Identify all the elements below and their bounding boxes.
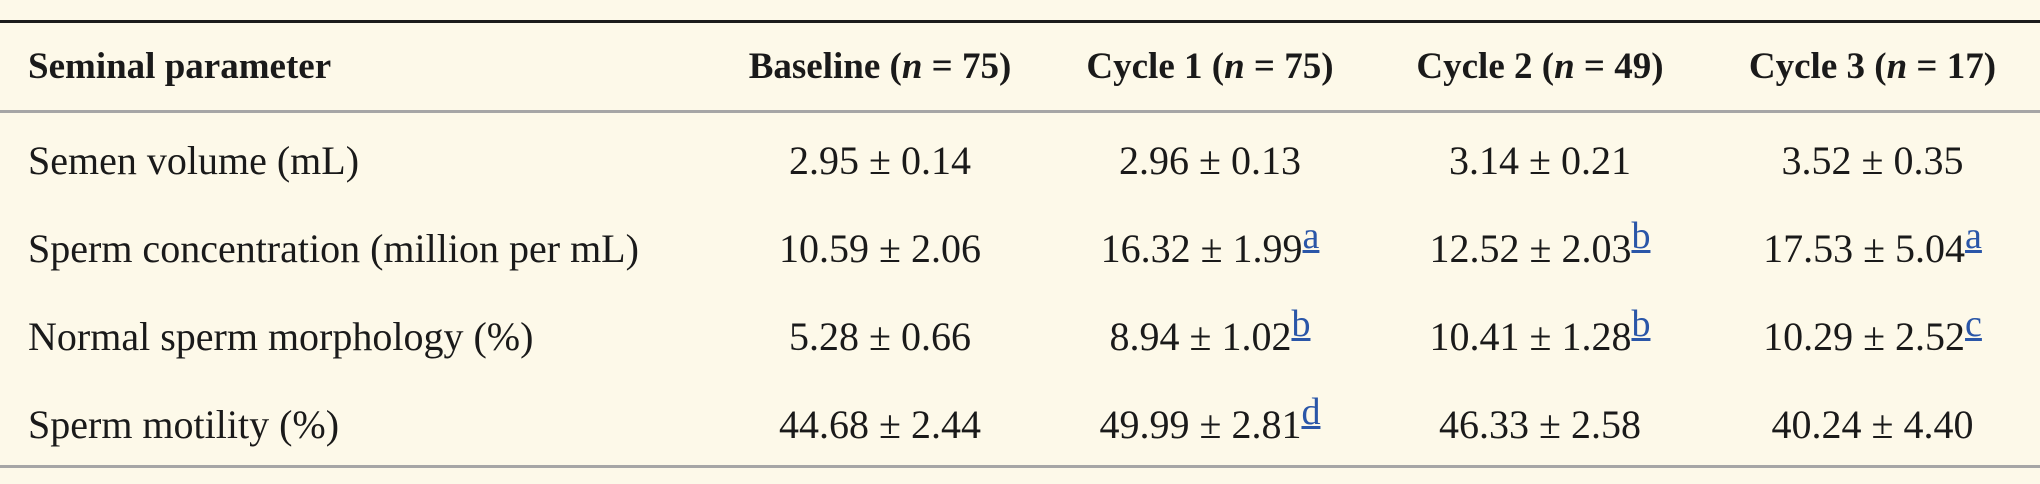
header-label: Cycle 1 <box>1086 46 1203 87</box>
table-cell: 2.96 ± 0.13 <box>1045 110 1375 204</box>
header-cycle-1: Cycle 1 (n = 75) <box>1086 46 1334 87</box>
table-cell: 44.68 ± 2.44 <box>715 380 1045 468</box>
table-cell: 46.33 ± 2.58 <box>1375 380 1705 468</box>
cell-value: 17.53 ± 5.04 <box>1763 225 1966 271</box>
cell-value: 10.29 ± 2.52 <box>1763 313 1966 359</box>
header-n-value: = 75) <box>922 46 1012 87</box>
footnote-link[interactable]: a <box>1302 214 1320 257</box>
table-cell: 3.14 ± 0.21 <box>1375 110 1705 204</box>
cell-value: 49.99 ± 2.81 <box>1099 401 1302 447</box>
table-cell: 12.52 ± 2.03b <box>1375 204 1705 292</box>
table-cell: 10.29 ± 2.52c <box>1705 292 2040 380</box>
header-n-variable: n <box>901 46 923 87</box>
header-label: Baseline <box>748 46 881 87</box>
table-header-row: Seminal parameter Baseline (n = 75) Cycl… <box>0 23 2040 110</box>
cell-value: 40.24 ± 4.40 <box>1771 401 1974 447</box>
table-row-sperm-motility: Sperm motility (%) 44.68 ± 2.44 49.99 ± … <box>0 380 2040 468</box>
header-cycle-2: Cycle 2 (n = 49) <box>1416 46 1664 87</box>
header-baseline: Baseline (n = 75) <box>748 46 1012 87</box>
row-label: Semen volume (mL) <box>28 137 360 183</box>
cell-value: 2.95 ± 0.14 <box>789 137 971 183</box>
header-n-value: = 75) <box>1244 46 1334 87</box>
cell-value: 8.94 ± 1.02 <box>1109 313 1292 359</box>
cell-value: 12.52 ± 2.03 <box>1429 225 1632 271</box>
table-row-semen-volume: Semen volume (mL) 2.95 ± 0.14 2.96 ± 0.1… <box>0 110 2040 204</box>
header-n-variable: n <box>1224 46 1245 87</box>
cell-value: 3.52 ± 0.35 <box>1781 137 1964 183</box>
row-label: Normal sperm morphology (%) <box>28 313 534 359</box>
footnote-link[interactable]: b <box>1291 302 1311 345</box>
table-cell: 10.59 ± 2.06 <box>715 204 1045 292</box>
row-label: Sperm motility (%) <box>28 401 340 447</box>
table-bottom-rule <box>0 465 2040 468</box>
header-n-variable: n <box>1554 46 1575 87</box>
table-header-rule <box>0 110 2040 113</box>
cell-value: 2.96 ± 0.13 <box>1119 137 1301 183</box>
footnote-link[interactable]: a <box>1965 214 1982 257</box>
table-cell: 5.28 ± 0.66 <box>715 292 1045 380</box>
header-label: Cycle 2 <box>1416 46 1533 87</box>
cell-value: 10.41 ± 1.28 <box>1429 313 1632 359</box>
table-cell: 40.24 ± 4.40 <box>1705 380 2040 468</box>
header-parameter: Seminal parameter <box>28 46 332 87</box>
table-cell: 8.94 ± 1.02b <box>1045 292 1375 380</box>
table-cell: 17.53 ± 5.04a <box>1705 204 2040 292</box>
header-n-value: = 49) <box>1574 46 1664 87</box>
table-row-normal-morphology: Normal sperm morphology (%) 5.28 ± 0.66 … <box>0 292 2040 380</box>
header-cycle-3: Cycle 3 (n = 17) <box>1748 46 1997 87</box>
table-cell: 16.32 ± 1.99a <box>1045 204 1375 292</box>
table-cell: 49.99 ± 2.81d <box>1045 380 1375 468</box>
cell-value: 5.28 ± 0.66 <box>789 313 971 359</box>
table-cell: 2.95 ± 0.14 <box>715 110 1045 204</box>
cell-value: 46.33 ± 2.58 <box>1439 401 1641 447</box>
seminal-parameters-table: Seminal parameter Baseline (n = 75) Cycl… <box>0 23 2040 468</box>
table-cell: 3.52 ± 0.35 <box>1705 110 2040 204</box>
cell-value: 44.68 ± 2.44 <box>779 401 981 447</box>
header-label: Cycle 3 <box>1748 46 1866 87</box>
cell-value: 16.32 ± 1.99 <box>1100 225 1303 271</box>
table-top-rule <box>0 20 2040 23</box>
table-row-sperm-concentration: Sperm concentration (million per mL) 10.… <box>0 204 2040 292</box>
table-cell: 10.41 ± 1.28b <box>1375 292 1705 380</box>
cell-value: 3.14 ± 0.21 <box>1449 137 1631 183</box>
header-n-variable: n <box>1886 46 1908 87</box>
footnote-link[interactable]: d <box>1301 390 1321 433</box>
cell-value: 10.59 ± 2.06 <box>779 225 981 271</box>
header-n-value: = 17) <box>1907 46 1997 87</box>
row-label: Sperm concentration (million per mL) <box>28 225 639 271</box>
footnote-link[interactable]: c <box>1965 302 1982 345</box>
footnote-link[interactable]: b <box>1631 302 1651 345</box>
footnote-link[interactable]: b <box>1631 214 1651 257</box>
